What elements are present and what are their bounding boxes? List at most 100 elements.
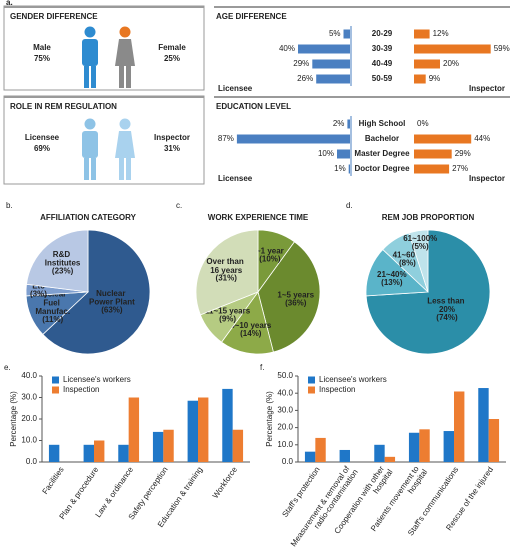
series-label: Licensee	[218, 84, 253, 93]
panel-label: e.	[4, 363, 11, 372]
person-icon	[84, 66, 89, 88]
person-icon	[119, 26, 131, 38]
x-tick-label: Workforce	[211, 465, 240, 500]
bar	[408, 432, 420, 462]
section-title: AGE DIFFERENCE	[216, 12, 287, 21]
bar	[222, 388, 233, 462]
bar	[304, 451, 316, 462]
person-icon	[126, 66, 131, 88]
person-icon	[82, 131, 98, 158]
legend-swatch	[308, 386, 315, 394]
slice-label: 6~10 years	[230, 321, 272, 330]
category-label: High School	[359, 119, 406, 128]
y-tick-label: 30.0	[277, 406, 293, 415]
category-label: Licensee	[25, 133, 60, 142]
category-label: Female	[158, 43, 186, 52]
bar	[414, 74, 426, 84]
slice-value: (74%)	[436, 313, 458, 322]
category-label: Male	[33, 43, 51, 52]
value-label: 10%	[318, 149, 334, 158]
value-label: 26%	[297, 74, 313, 83]
section-title: ROLE IN REM REGULATION	[10, 102, 117, 111]
slice-label: Less than 20%	[427, 297, 467, 315]
person-icon	[115, 131, 135, 158]
bar	[315, 437, 326, 462]
bar	[339, 449, 350, 462]
bar	[316, 74, 350, 84]
bar	[374, 444, 385, 462]
section-title: GENDER DIFFERENCE	[10, 12, 98, 21]
bar	[414, 149, 452, 159]
person-icon	[119, 118, 131, 130]
value-label: 12%	[433, 29, 449, 38]
slice-value: (5%)	[412, 242, 429, 251]
person-icon	[84, 158, 89, 180]
slice-value: (14%)	[240, 329, 262, 338]
value-label: 59%	[494, 44, 510, 53]
y-axis-label: Percentage (%)	[265, 391, 274, 447]
person-icon	[126, 158, 131, 180]
bar	[343, 29, 350, 39]
person-icon	[115, 39, 135, 66]
category-label: Doctor Degree	[354, 164, 410, 173]
panel-rule	[214, 96, 510, 98]
bar	[454, 391, 465, 462]
bar	[488, 419, 500, 462]
pie-title: AFFILIATION CATEGORY	[40, 213, 137, 222]
category-label: Master Degree	[354, 149, 410, 158]
value-label: 44%	[474, 134, 490, 143]
slice-value: (10%)	[259, 255, 281, 264]
value-label: 40%	[279, 44, 295, 53]
bar	[414, 44, 491, 54]
value-label: 0%	[417, 119, 429, 128]
y-tick-label: 20.0	[21, 414, 37, 423]
bar	[118, 444, 129, 462]
legend-label: Inspection	[63, 385, 99, 394]
slice-value: (63%)	[101, 306, 123, 315]
y-tick-label: 10.0	[21, 436, 37, 445]
value-label: 31%	[164, 144, 180, 153]
legend-label: Licensee's workers	[63, 375, 131, 384]
y-tick-label: 40.0	[21, 371, 37, 380]
pie-slice	[42, 229, 151, 355]
slice-value: (3%)	[30, 290, 47, 299]
slice-value: (31%)	[216, 274, 238, 283]
bar	[83, 444, 94, 462]
value-label: 87%	[218, 134, 234, 143]
person-icon	[119, 66, 124, 88]
bar	[347, 119, 350, 129]
slice-value: (36%)	[285, 298, 307, 307]
slice-label: ~1 year	[256, 247, 284, 256]
slice-value: (13%)	[381, 278, 403, 287]
person-icon	[84, 118, 96, 130]
category-label: 20-29	[372, 29, 393, 38]
bar	[337, 149, 350, 159]
y-tick-label: 0.0	[282, 457, 294, 466]
slice-label: 1~5 years	[277, 290, 314, 299]
y-tick-label: 10.0	[277, 440, 293, 449]
panel-label: a.	[6, 0, 13, 7]
bar	[187, 400, 198, 462]
bar	[152, 431, 164, 462]
person-icon	[91, 158, 96, 180]
bar	[48, 444, 60, 462]
value-label: 69%	[34, 144, 50, 153]
bar	[298, 44, 350, 54]
legend-label: Licensee's workers	[319, 375, 387, 384]
slice-value: (11%)	[42, 315, 63, 324]
y-tick-label: 50.0	[277, 371, 293, 380]
slice-label: 11~15 years	[205, 307, 251, 316]
bar	[236, 134, 350, 144]
value-label: 29%	[293, 59, 309, 68]
pie-title: WORK EXPERIENCE TIME	[208, 213, 309, 222]
bar	[348, 164, 350, 174]
legend-swatch	[308, 376, 315, 384]
y-tick-label: 0.0	[26, 457, 38, 466]
panel-rule	[214, 6, 510, 8]
slice-label: R&D Institutes	[45, 250, 81, 268]
slice-label: Over than 16 years	[206, 257, 246, 275]
section-title: EDUCATION LEVEL	[216, 102, 291, 111]
legend-label: Inspection	[319, 385, 355, 394]
legend-swatch	[52, 376, 59, 384]
